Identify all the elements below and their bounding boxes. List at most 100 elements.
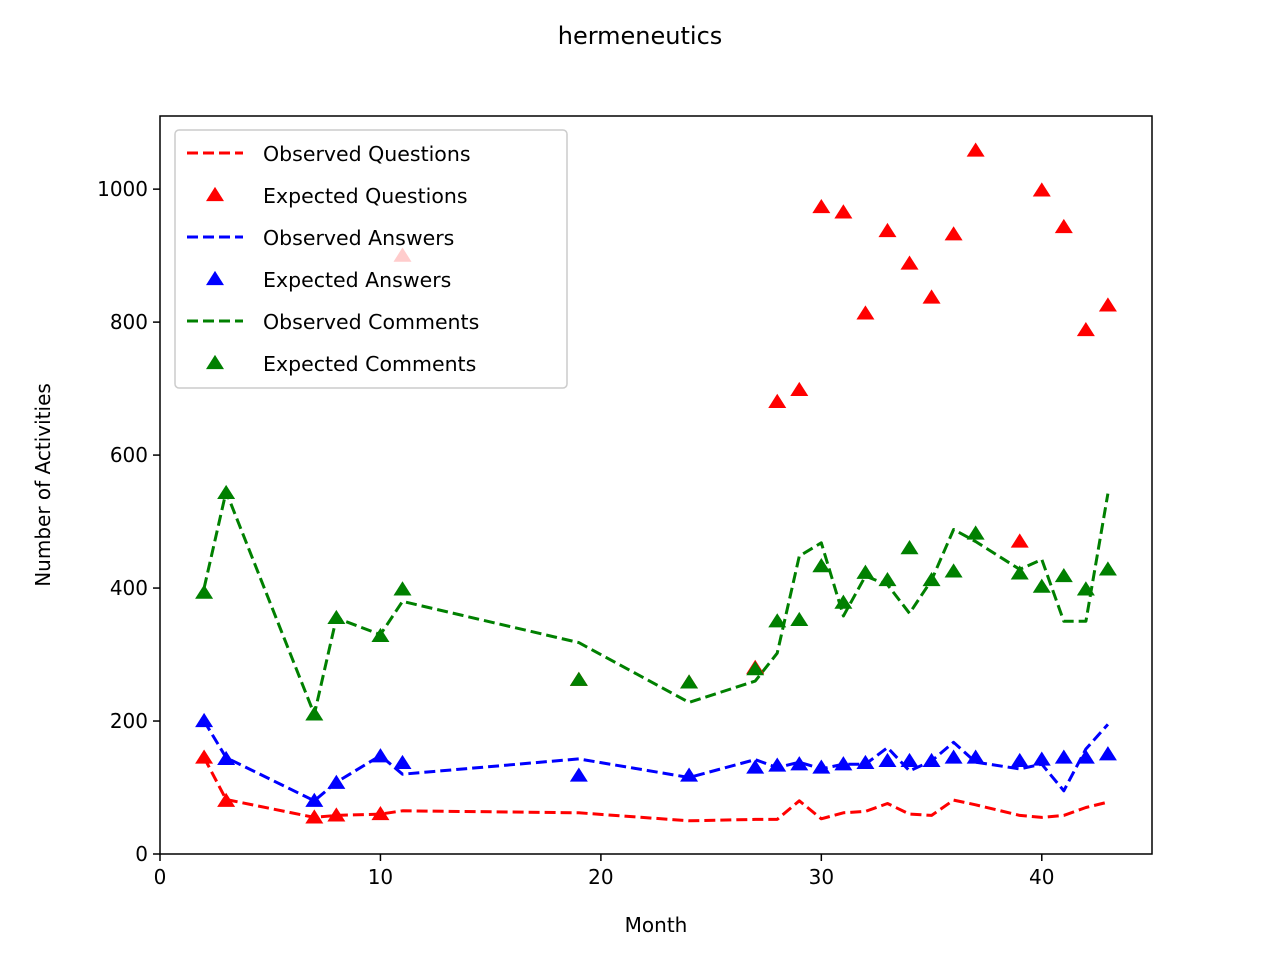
expected-comments-point [768,613,787,628]
x-tick-label: 10 [368,865,393,889]
expected-answers-point [1010,752,1029,767]
expected-questions-point [195,749,214,764]
expected-questions-point [944,226,963,241]
chart-title: hermeneutics [558,22,723,50]
expected-questions-point [327,807,346,822]
x-tick-label: 20 [588,865,613,889]
expected-comments-point [790,611,809,627]
y-axis-title: Number of Activities [31,383,55,587]
expected-answers-point [900,752,919,767]
x-axis-title: Month [625,913,688,937]
expected-answers-point [944,749,963,764]
legend: Observed Questions Expected Questions Obse… [174,129,568,389]
plot-frame [159,115,1153,855]
expected-comments-point [1098,561,1117,576]
expected-comments-point [1054,567,1073,583]
expected-comments-point [966,525,985,540]
expected-comments-point [569,671,588,686]
expected-questions-point [812,198,831,214]
expected-answers-point [1032,751,1051,766]
observed-questions-line [202,756,1109,823]
y-tick-label: 200 [110,709,148,733]
expected-answers-point [393,754,412,769]
expected-questions-point [371,806,390,821]
legend-expected-answers-swatch [206,270,224,286]
expected-answers-point [768,757,787,772]
expected-answers-point [966,749,985,764]
expected-comments-point [878,571,897,587]
expected-answers-point [217,750,236,765]
x-tick-label: 0 [154,865,167,889]
expected-comments-point [856,564,875,579]
expected-answers-point [195,712,214,728]
expected-comments-point [900,540,919,555]
legend-expected-comments-label: Expected Comments [263,352,476,376]
x-tick-label: 40 [1029,865,1054,889]
x-tick-label: 30 [809,865,834,889]
expected-answers-point [922,752,941,767]
expected-questions-point [900,255,919,270]
expected-comments-point [1076,581,1095,596]
expected-answers-point [812,759,831,774]
expected-questions-point [1098,297,1117,312]
legend-expected-questions-label: Expected Questions [263,184,468,208]
legend-observed-answers-label: Observed Answers [263,226,454,250]
expected-comments-point [834,594,853,609]
expected-answers-point [371,748,390,763]
expected-comments-point [1010,565,1029,580]
expected-comments-point [371,627,390,642]
expected-answers-point [1076,749,1095,764]
expected-comments-point [327,609,346,625]
expected-comments-point [1032,578,1051,593]
expected-answers-point [878,752,897,767]
expected-answers-point [1054,749,1073,764]
expected-comments-point [812,558,831,573]
y-tick-label: 800 [110,310,148,334]
expected-questions-point [1054,218,1073,234]
expected-questions-point [856,305,875,320]
y-tick-label: 1000 [97,177,148,201]
expected-answers-point [680,767,699,782]
expected-comments-point [746,661,765,676]
expected-answers-point [856,754,875,769]
y-tick-label: 600 [110,443,148,467]
expected-questions-point [966,142,985,157]
expected-answers-point [569,767,588,782]
expected-questions-point [1076,321,1095,337]
legend-expected-comments-swatch [206,354,224,370]
expected-answers-point [790,756,809,771]
legend-expected-questions-swatch [206,186,224,202]
expected-questions-point [1010,533,1029,548]
expected-questions-point [217,792,236,807]
expected-comments-point [393,581,412,596]
legend-observed-questions-label: Observed Questions [263,142,471,166]
expected-questions-point [878,222,897,238]
expected-comments-point [922,571,941,587]
legend-expected-answers-label: Expected Answers [263,268,451,292]
expected-comments-point [305,706,324,721]
expected-comments-point [680,674,699,689]
expected-questions-point [768,393,787,408]
expected-questions-point [1032,182,1051,197]
expected-comments-point [217,484,236,500]
expected-answers-point [327,774,346,789]
plot-content [195,142,1117,824]
y-tick-label: 400 [110,576,148,600]
y-tick-label: 0 [135,842,148,866]
observed-comments-line [202,490,1110,716]
expected-answers-point [1098,746,1117,761]
expected-answers-point [305,792,324,807]
expected-comments-point [944,563,963,578]
expected-questions-point [790,381,809,396]
expected-questions-point [834,204,853,219]
plot-layer [195,142,1117,824]
expected-questions-point [305,809,324,824]
expected-answers-point [746,759,765,774]
expected-comments-point [195,584,214,599]
legend-observed-comments-label: Observed Comments [263,310,479,334]
legend-box [174,129,568,389]
expected-questions-point [922,289,941,304]
